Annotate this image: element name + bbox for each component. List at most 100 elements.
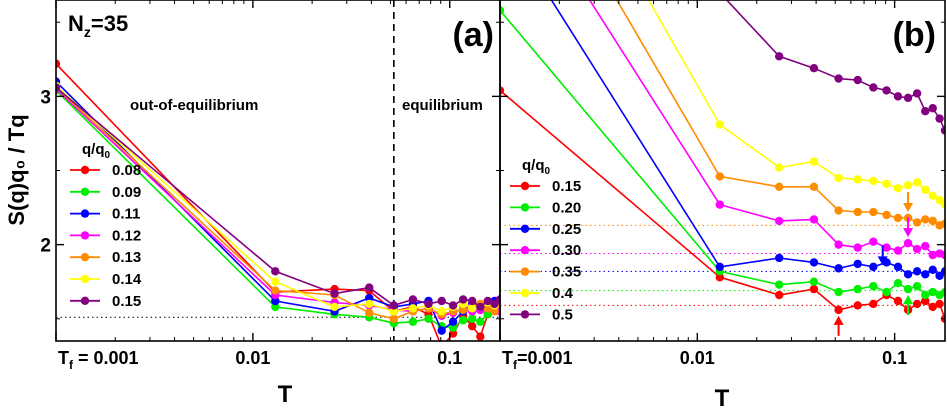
series-b-0.5 [725, 0, 945, 135]
data-point [903, 270, 913, 279]
data-point [903, 238, 913, 248]
arrow-0.25 [877, 245, 888, 266]
legend-item: 0.15 [70, 293, 141, 310]
data-point [853, 243, 862, 252]
data-point [928, 216, 937, 226]
data-point [893, 92, 903, 101]
data-point [271, 277, 280, 286]
legend-title: q/q0 [82, 141, 111, 161]
legend-item: 0.08 [70, 162, 141, 179]
data-point [912, 178, 922, 187]
data-point [921, 290, 930, 300]
data-point [853, 284, 862, 294]
data-point [834, 206, 843, 215]
legend-label: 0.09 [112, 184, 141, 201]
data-point [483, 310, 492, 319]
data-point [500, 6, 505, 15]
data-point [483, 304, 492, 313]
data-point [921, 241, 930, 251]
data-point [408, 304, 418, 313]
legend-item: 0.4 [510, 285, 574, 302]
data-point [774, 253, 784, 263]
series-b-0.30 [588, 0, 945, 260]
data-point [330, 289, 339, 298]
data-point [893, 184, 903, 193]
data-point [882, 210, 891, 220]
x-tick-label-b: 0.1 [882, 348, 907, 368]
legend-item: 0.13 [70, 249, 141, 266]
data-point [834, 305, 843, 315]
legend-item: 0.25 [510, 221, 581, 238]
series-b-0.4 [647, 0, 945, 209]
data-point [940, 200, 945, 209]
data-point [853, 175, 862, 184]
data-point [476, 302, 485, 312]
y-tick-label-a: 2 [40, 236, 51, 257]
data-point [893, 213, 903, 223]
data-point [809, 157, 819, 166]
data-point [869, 299, 878, 309]
data-point [912, 244, 922, 254]
x-axis-label-b: T [715, 385, 730, 408]
x-axis-label-a: T [278, 381, 293, 408]
data-point [483, 296, 492, 306]
data-point [408, 295, 418, 304]
data-point [912, 89, 922, 98]
legend-label: 0.20 [552, 199, 581, 216]
legend-item: 0.15 [510, 178, 581, 195]
legend-item: 0.11 [70, 206, 140, 223]
data-point [809, 182, 819, 192]
data-point [921, 270, 930, 279]
series-a-0.15 [56, 83, 500, 312]
data-point [834, 287, 843, 297]
data-point [467, 304, 477, 313]
arrow-0.30 [903, 217, 914, 238]
data-point [882, 179, 891, 189]
data-point [893, 246, 903, 255]
data-point [365, 308, 374, 318]
data-point [408, 317, 418, 326]
panel-a-label: (a) [452, 16, 494, 54]
data-point [271, 302, 280, 312]
data-point [853, 207, 862, 217]
data-point [912, 267, 922, 276]
data-point [928, 191, 937, 200]
data-point [903, 181, 913, 190]
legend-item: 0.12 [70, 227, 141, 244]
data-point [869, 207, 878, 217]
data-point [389, 301, 399, 310]
data-point [928, 287, 937, 297]
legend-label: 0.15 [112, 293, 141, 310]
series-b-0.25 [550, 0, 945, 280]
data-point [389, 307, 399, 316]
legend-label: 0.5 [552, 306, 573, 323]
legend-item: 0.5 [510, 306, 573, 323]
data-point [921, 185, 930, 194]
legend-label: 0.12 [112, 227, 141, 244]
data-point [467, 321, 477, 331]
data-point [330, 302, 339, 312]
x-tick-label-a: 0.01 [235, 348, 270, 368]
data-point [940, 126, 945, 135]
data-point [834, 74, 843, 83]
data-point [853, 75, 862, 85]
data-point [903, 93, 913, 103]
data-point [809, 277, 819, 286]
legend-label: 0.14 [112, 271, 142, 288]
x-tick-label-a: Tf = 0.001 [58, 348, 139, 372]
data-point [935, 299, 944, 309]
panel-a-annotation: Nz=35 [68, 11, 128, 40]
legend-item: 0.09 [70, 184, 141, 201]
data-point [365, 299, 374, 309]
data-point [940, 287, 945, 297]
data-point [448, 317, 458, 326]
data-point [882, 86, 891, 95]
data-point [893, 278, 903, 288]
legend-label: 0.15 [552, 178, 581, 195]
data-point [869, 262, 878, 272]
data-point [928, 265, 937, 275]
data-point [437, 326, 446, 335]
data-point [56, 59, 61, 68]
data-point [715, 120, 724, 129]
